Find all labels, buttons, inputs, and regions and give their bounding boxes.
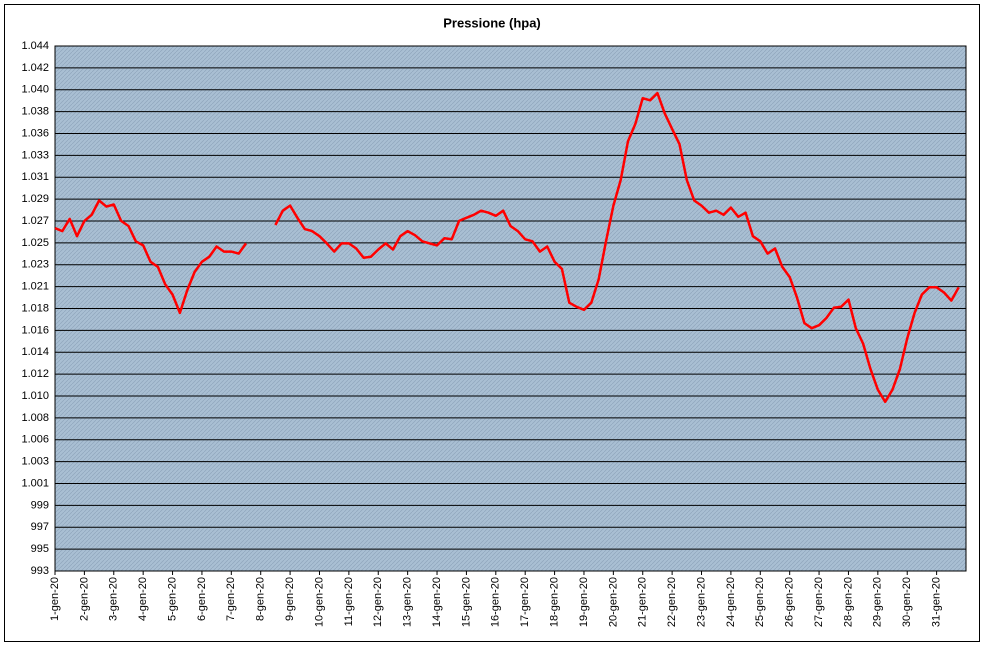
x-tick-label: 5-gen-20 [166, 577, 178, 621]
x-tick-label: 18-gen-20 [548, 577, 560, 627]
x-tick-label: 7-gen-20 [225, 577, 237, 621]
y-tick-label: 1.021 [21, 281, 49, 293]
x-tick-label: 9-gen-20 [284, 577, 296, 621]
y-tick-label: 1.016 [21, 324, 49, 336]
x-tick-label: 26-gen-20 [784, 577, 796, 627]
x-tick-label: 25-gen-20 [754, 577, 766, 627]
x-tick-label: 28-gen-20 [842, 577, 854, 627]
y-tick-label: 1.025 [21, 237, 49, 249]
x-tick-label: 17-gen-20 [519, 577, 531, 627]
x-tick-label: 10-gen-20 [313, 577, 325, 627]
y-tick-label: 1.010 [21, 390, 49, 402]
y-tick-label: 1.023 [21, 259, 49, 271]
y-tick-label: 1.038 [21, 106, 49, 118]
x-tick-label: 21-gen-20 [637, 577, 649, 627]
y-tick-label: 1.033 [21, 149, 49, 161]
y-tick-label: 993 [31, 565, 49, 577]
x-tick-label: 14-gen-20 [431, 577, 443, 627]
chart-title: Pressione (hpa) [443, 15, 541, 30]
x-tick-label: 3-gen-20 [108, 577, 120, 621]
y-tick-label: 1.001 [21, 477, 49, 489]
y-tick-label: 1.044 [21, 40, 49, 52]
x-tick-label: 23-gen-20 [695, 577, 707, 627]
x-tick-label: 15-gen-20 [460, 577, 472, 627]
y-tick-label: 1.018 [21, 302, 49, 314]
y-tick-label: 1.029 [21, 193, 49, 205]
y-tick-label: 1.027 [21, 215, 49, 227]
x-tick-label: 30-gen-20 [901, 577, 913, 627]
y-tick-label: 1.006 [21, 434, 49, 446]
y-tick-label: 1.042 [21, 62, 49, 74]
y-tick-label: 1.014 [21, 346, 49, 358]
x-tick-label: 19-gen-20 [578, 577, 590, 627]
y-tick-label: 1.008 [21, 412, 49, 424]
x-tick-label: 2-gen-20 [78, 577, 90, 621]
data-line [54, 91, 960, 404]
x-tick-label: 11-gen-20 [343, 577, 355, 626]
x-tick-label: 20-gen-20 [607, 577, 619, 627]
y-tick-label: 1.012 [21, 368, 49, 380]
y-tick-label: 1.040 [21, 84, 49, 96]
y-tick-label: 1.031 [21, 171, 49, 183]
x-tick-label: 8-gen-20 [255, 577, 267, 621]
x-tick-label: 13-gen-20 [402, 577, 414, 627]
x-tick-label: 6-gen-20 [196, 577, 208, 621]
x-tick-label: 1-gen-20 [49, 577, 61, 621]
y-tick-label: 999 [31, 499, 49, 511]
y-tick-label: 1.003 [21, 456, 49, 468]
y-tick-label: 995 [31, 543, 49, 555]
x-tick-label: 31-gen-20 [931, 577, 943, 627]
x-tick-label: 24-gen-20 [725, 577, 737, 627]
x-tick-label: 16-gen-20 [490, 577, 502, 627]
x-tick-label: 29-gen-20 [872, 577, 884, 627]
x-tick-label: 4-gen-20 [137, 577, 149, 621]
x-tick-label: 22-gen-20 [666, 577, 678, 627]
y-tick-label: 1.036 [21, 127, 49, 139]
x-tick-label: 27-gen-20 [813, 577, 825, 627]
x-tick-label: 12-gen-20 [372, 577, 384, 627]
y-tick-label: 997 [31, 521, 49, 533]
